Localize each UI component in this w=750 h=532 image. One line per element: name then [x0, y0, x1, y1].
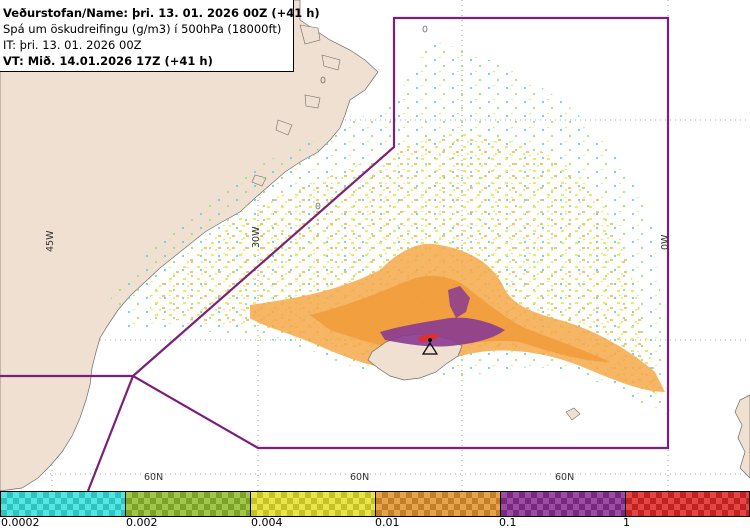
- header-line-2: Spá um öskudreifingu (g/m3) í 500hPa (18…: [3, 22, 282, 36]
- norway-coast: [734, 394, 750, 479]
- legend-label-2: 0.004: [251, 516, 283, 529]
- header-line-4: VT: Mið. 14.01.2026 17Z (+41 h): [3, 54, 213, 68]
- legend-label-4: 0.1: [499, 516, 517, 529]
- legend-label-3: 0.01: [375, 516, 400, 529]
- ash-red-core: [418, 334, 440, 342]
- lon-label-0w: 0W: [660, 234, 671, 250]
- legend-swatch-2: [250, 491, 376, 517]
- legend-swatch-4: [500, 491, 626, 517]
- lon-label-45w: 45W: [45, 230, 56, 252]
- lon-label-30w: 30W: [251, 226, 262, 248]
- ash-purple-north: [448, 286, 470, 318]
- isolated-ash-dots: [315, 25, 428, 210]
- greenland-islands: [251, 24, 341, 187]
- region-boundary: [0, 16, 670, 491]
- header-line-3: IT: þri. 13. 01. 2026 00Z: [3, 38, 142, 52]
- legend-swatch-1: [125, 491, 251, 517]
- legend-label-0: 0.0002: [1, 516, 40, 529]
- legend-swatch-3: [375, 491, 501, 517]
- legend-label-5: 1: [623, 516, 630, 529]
- triangle-volcano-icon: [421, 338, 439, 355]
- forecast-info-box: Veðurstofan/Name: þri. 13. 01. 2026 00Z …: [0, 0, 320, 72]
- ash-purple-core: [380, 317, 505, 347]
- header-line-1: Veðurstofan/Name: þri. 13. 01. 2026 00Z …: [3, 6, 320, 20]
- lat-label-2: 60N: [350, 472, 370, 483]
- ash-dispersion-map: [0, 0, 750, 491]
- legend-swatch-5: [625, 491, 750, 517]
- legend-swatch-0: [0, 491, 126, 517]
- faroe-islands: [565, 407, 581, 421]
- concentration-legend: 0.0002 0.002 0.004 0.01 0.1 1: [0, 491, 750, 532]
- legend-label-1: 0.002: [126, 516, 158, 529]
- lat-label-3: 60N: [555, 472, 575, 483]
- lat-label-1: 60N: [144, 472, 164, 483]
